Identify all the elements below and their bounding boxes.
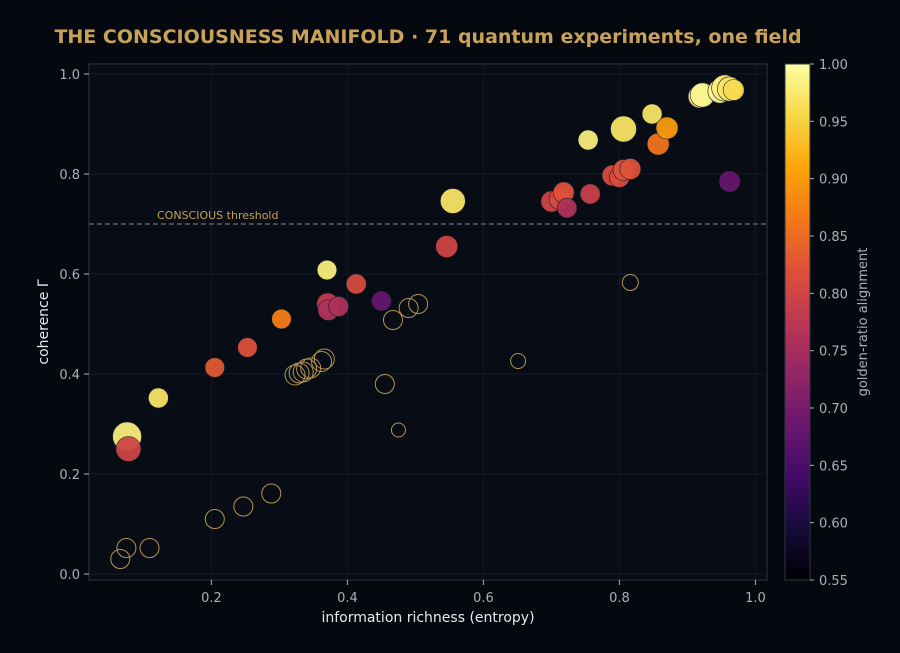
colorbar-tick-label: 0.75	[819, 345, 848, 360]
conscious-point	[345, 273, 367, 295]
unconscious-point	[374, 374, 395, 394]
unconscious-point	[621, 274, 639, 291]
colorbar-tick-label: 0.65	[819, 459, 848, 474]
conscious-point	[641, 103, 663, 125]
chart-title: THE CONSCIOUSNESS MANIFOLD · 71 quantum …	[54, 26, 801, 48]
conscious-point	[440, 188, 466, 214]
conscious-point	[610, 115, 637, 143]
x-tick-label: 1.0	[745, 591, 766, 606]
conscious-point	[271, 308, 292, 330]
x-tick-label: 0.6	[473, 591, 494, 606]
conscious-point	[579, 183, 601, 205]
conscious-point	[718, 170, 741, 193]
conscious-point	[237, 337, 258, 358]
unconscious-point	[233, 496, 254, 517]
threshold: CONSCIOUS threshold	[89, 209, 767, 225]
conscious-point	[115, 436, 142, 462]
unconscious-point	[408, 294, 429, 314]
conscious-point	[148, 387, 169, 409]
colorbar-label: golden-ratio alignment	[856, 248, 871, 397]
conscious-point	[556, 197, 578, 219]
x-axis-label: information richness (entropy)	[321, 610, 534, 626]
y-tick-label: 1.0	[59, 68, 80, 83]
colorbar-tick-label: 0.70	[819, 402, 848, 417]
y-tick-label: 0.4	[59, 368, 80, 383]
colorbar-tick-label: 1.00	[819, 58, 848, 73]
unconscious-point	[284, 364, 306, 386]
unconscious-point	[116, 538, 137, 558]
conscious-point	[371, 290, 392, 312]
conscious-point	[722, 79, 745, 101]
unconscious-point	[510, 353, 527, 369]
colorbar-tick-label: 0.60	[819, 517, 848, 532]
conscious-point	[619, 158, 642, 180]
unconscious-point	[204, 509, 225, 529]
colorbar	[784, 63, 811, 581]
y-tick-label: 0.2	[59, 468, 80, 483]
colorbar-tick-label: 0.90	[819, 173, 848, 188]
colorbar-ticks: 0.55 0.60 0.65 0.70 0.75 0.80 0.85 0.90 0.95 1.00	[810, 58, 848, 589]
x-tick-label: 0.4	[337, 591, 358, 606]
unconscious-point	[139, 538, 160, 558]
conscious-series	[112, 74, 745, 462]
conscious-point	[577, 129, 599, 151]
y-tick-label: 0.6	[59, 268, 80, 283]
conscious-point	[435, 235, 459, 258]
conscious-point	[655, 116, 679, 140]
x-tick-label: 0.2	[201, 591, 222, 606]
y-tick-label: 0.0	[59, 568, 80, 583]
unconscious-point	[313, 348, 335, 370]
conscious-point	[316, 259, 338, 281]
unconscious-point	[382, 310, 403, 330]
unconscious-point	[261, 483, 282, 504]
unconscious-point	[398, 298, 419, 318]
unconscious-point	[390, 422, 406, 438]
colorbar-tick-label: 0.95	[819, 115, 848, 130]
colorbar-tick-label: 0.80	[819, 287, 848, 302]
unconscious-series	[110, 274, 639, 569]
colorbar-tick-label: 0.85	[819, 230, 848, 245]
unconscious-point	[110, 549, 131, 569]
unconscious-point	[311, 351, 333, 372]
y-axis-label: coherence Γ	[36, 279, 52, 364]
conscious-point	[204, 357, 225, 378]
colorbar-tick-label: 0.55	[819, 574, 848, 589]
threshold-label: CONSCIOUS threshold	[157, 209, 278, 222]
y-axis: 0.0 0.2 0.4 0.6 0.8 1.0	[59, 68, 89, 583]
x-tick-label: 0.8	[609, 591, 630, 606]
x-axis: 0.2 0.4 0.6 0.8 1.0	[201, 580, 766, 606]
conscious-point	[328, 296, 349, 317]
y-tick-label: 0.8	[59, 168, 80, 183]
grid	[89, 64, 767, 580]
